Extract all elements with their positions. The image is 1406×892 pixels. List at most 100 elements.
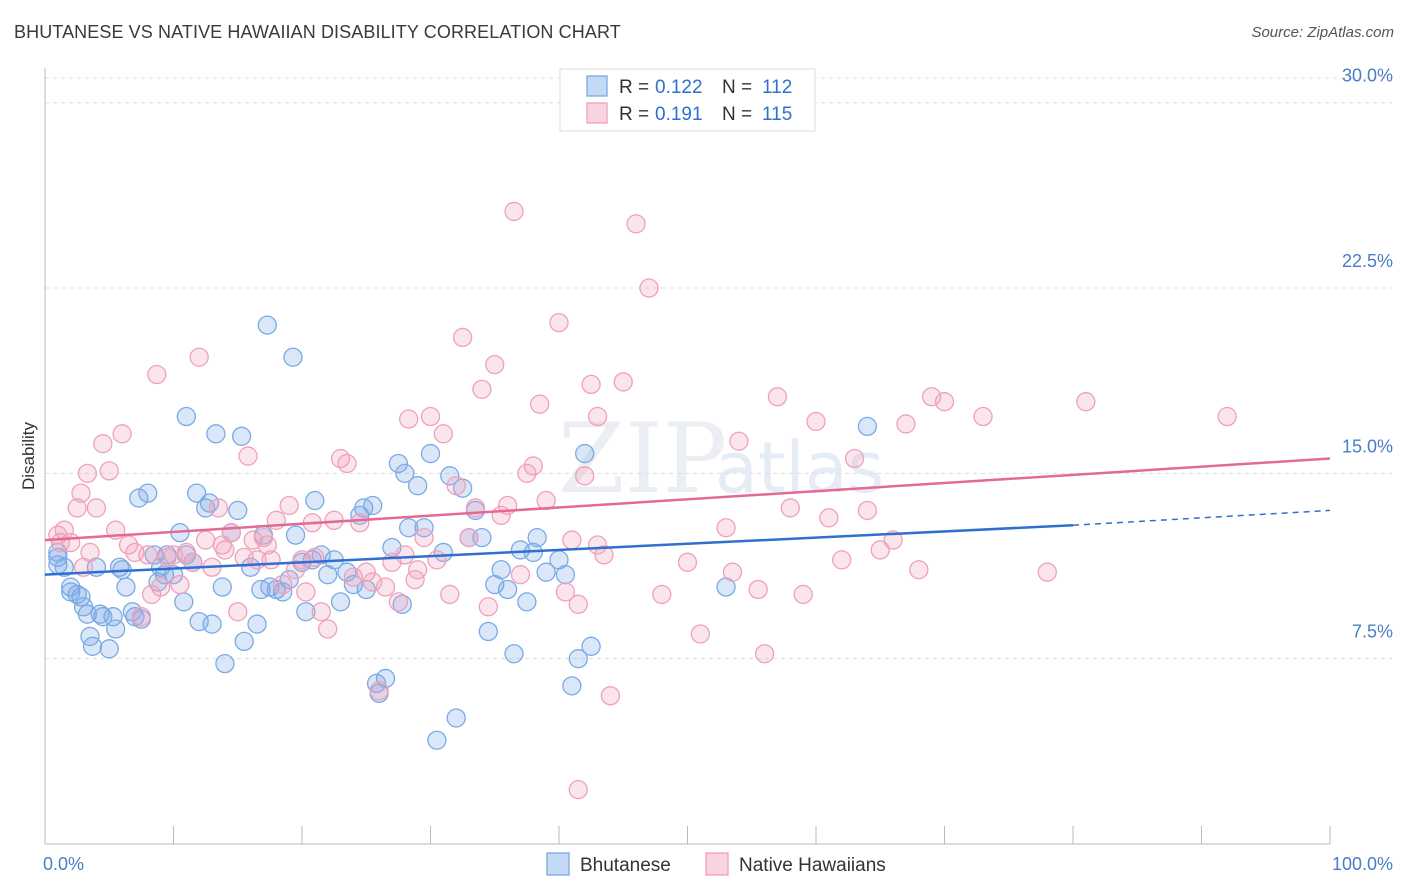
data-point — [302, 550, 322, 570]
data-point — [780, 498, 800, 518]
data-point — [279, 495, 299, 516]
data-point — [67, 498, 87, 518]
data-point — [77, 463, 98, 484]
data-point — [202, 614, 222, 634]
data-point — [199, 493, 220, 513]
data-point — [527, 527, 547, 548]
data-point — [857, 416, 878, 437]
legend-r-label: R = — [619, 77, 649, 98]
data-point — [568, 649, 588, 669]
data-point — [581, 636, 601, 656]
data-point — [170, 574, 190, 595]
data-point — [857, 500, 878, 521]
data-point — [581, 374, 601, 395]
data-point — [283, 347, 303, 367]
y-tick-label: 7.5% — [1352, 622, 1393, 642]
data-point — [767, 387, 788, 407]
data-point — [369, 681, 389, 701]
data-point — [131, 607, 152, 627]
data-point — [208, 498, 229, 518]
data-point — [909, 560, 929, 580]
data-point — [231, 426, 252, 446]
y-tick-label: 22.5% — [1342, 251, 1393, 271]
data-point — [510, 565, 531, 585]
data-point — [285, 560, 306, 580]
data-point — [129, 488, 149, 508]
data-point — [677, 552, 698, 572]
data-point — [112, 424, 132, 444]
y-tick-labels: 7.5% 15.0% 22.5% 30.0% — [1342, 66, 1393, 642]
y-axis-label: Disability — [19, 421, 38, 490]
data-point — [485, 354, 505, 375]
data-point — [195, 530, 216, 550]
y-tick-label: 30.0% — [1342, 66, 1393, 86]
x-tick-label-min: 0.0% — [43, 854, 84, 874]
bottom-legend-label: Bhutanese — [580, 855, 671, 876]
legend-r-label: R = — [619, 104, 649, 125]
data-point — [517, 463, 537, 484]
data-point — [350, 513, 370, 533]
data-point — [587, 535, 608, 555]
data-point — [973, 406, 993, 427]
data-point — [330, 592, 351, 612]
data-point — [176, 406, 197, 427]
data-point — [491, 560, 511, 580]
data-point — [613, 372, 633, 392]
data-point — [446, 708, 466, 728]
legend-swatch — [586, 75, 608, 97]
bottom-legend-swatch — [705, 852, 729, 876]
data-point — [215, 653, 235, 674]
data-point — [296, 602, 316, 622]
data-point — [459, 527, 479, 548]
data-point — [934, 392, 955, 412]
series-native-hawaiians-points — [48, 201, 1237, 800]
data-point — [375, 577, 396, 597]
data-point — [414, 527, 434, 548]
trend-line — [44, 457, 1331, 542]
legend-n-value: 115 — [762, 104, 792, 125]
data-point — [472, 379, 492, 399]
data-point — [530, 394, 550, 414]
data-point — [427, 550, 447, 570]
data-point — [896, 414, 916, 434]
legend-r-value: 0.191 — [655, 104, 703, 125]
data-point — [54, 557, 74, 577]
data-point — [427, 730, 447, 750]
data-point — [399, 409, 419, 429]
data-point — [562, 530, 582, 550]
trend-lines — [44, 457, 1331, 576]
data-point — [61, 582, 81, 602]
data-point — [819, 508, 839, 528]
data-point — [690, 624, 710, 644]
data-point — [388, 453, 409, 474]
data-point — [86, 498, 107, 518]
data-point — [440, 466, 460, 486]
bottom-legend-swatch — [546, 852, 570, 876]
data-point — [375, 668, 396, 689]
data-point — [399, 518, 419, 538]
data-point — [555, 565, 576, 585]
data-point — [337, 453, 357, 474]
data-point — [497, 579, 518, 600]
series-bhutanese-points — [48, 315, 878, 750]
data-point — [163, 565, 184, 585]
data-point — [883, 530, 903, 550]
data-point — [1076, 392, 1096, 412]
legend-n-label: N = — [722, 77, 752, 98]
data-point — [555, 582, 576, 602]
data-point — [215, 540, 235, 560]
data-point — [844, 448, 865, 469]
data-point — [806, 411, 826, 432]
data-point — [106, 619, 126, 639]
data-point — [273, 582, 293, 602]
data-point — [420, 406, 441, 427]
data-point — [174, 592, 194, 612]
data-point — [549, 312, 569, 333]
data-point — [138, 545, 158, 565]
data-point — [433, 424, 454, 444]
data-point — [652, 584, 672, 605]
data-point — [478, 597, 498, 617]
chart-source: Source: ZipAtlas.com — [1251, 24, 1394, 41]
data-point — [407, 560, 428, 580]
data-point — [722, 562, 743, 582]
